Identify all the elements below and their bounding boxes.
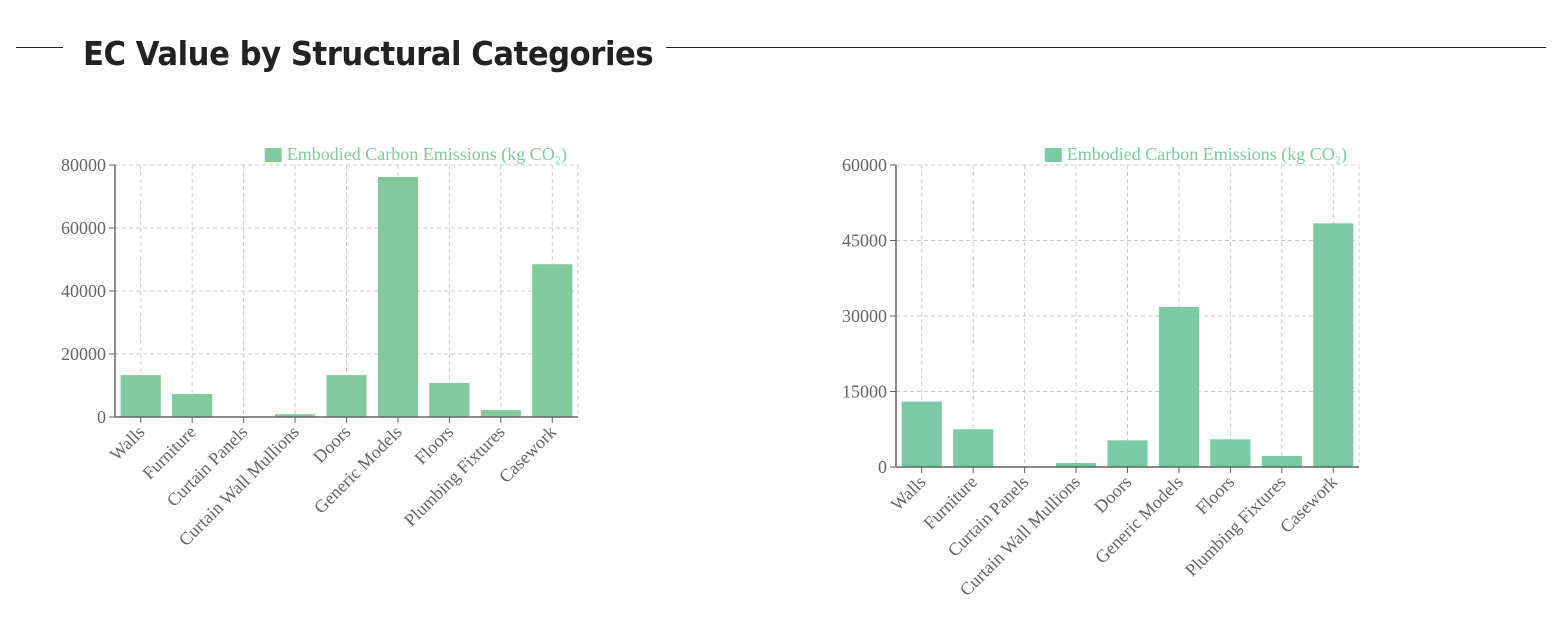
y-tick-label: 20000 <box>61 344 106 364</box>
bar[interactable] <box>1210 439 1251 467</box>
bars <box>901 223 1354 467</box>
x-tick-label: Floors <box>1192 472 1239 519</box>
y-axis: 0 20000 40000 60000 80000 <box>61 155 116 427</box>
bar[interactable] <box>480 410 521 417</box>
bar[interactable] <box>429 382 470 417</box>
x-tick-label: Walls <box>887 472 930 515</box>
y-tick-label: 15000 <box>842 382 887 402</box>
legend-swatch-icon <box>1044 148 1062 162</box>
legend[interactable]: Embodied Carbon Emissions (kg CO₂) <box>264 144 567 165</box>
header-divider-right <box>666 47 1546 48</box>
bars <box>120 176 573 418</box>
bar[interactable] <box>1313 223 1354 467</box>
bar[interactable] <box>1107 440 1148 467</box>
x-tick-label: Casework <box>1276 472 1341 537</box>
bar[interactable] <box>532 264 573 417</box>
legend[interactable]: Embodied Carbon Emissions (kg CO₂) <box>1044 144 1347 165</box>
bar[interactable] <box>1158 306 1200 467</box>
header-divider-left <box>16 47 63 48</box>
page-title: EC Value by Structural Categories <box>83 34 654 73</box>
bar[interactable] <box>274 414 316 417</box>
x-tick-label: Generic Models <box>1091 472 1187 568</box>
y-tick-label: 0 <box>878 457 887 477</box>
y-axis: 0 15000 30000 45000 60000 <box>842 155 897 477</box>
y-tick-label: 60000 <box>61 218 106 238</box>
legend-swatch-icon <box>264 148 282 162</box>
y-tick-label: 80000 <box>61 155 106 175</box>
y-tick-label: 60000 <box>842 155 887 175</box>
y-tick-label: 45000 <box>842 231 887 251</box>
bar[interactable] <box>172 394 213 417</box>
y-tick-label: 40000 <box>61 281 106 301</box>
bar[interactable] <box>901 401 942 467</box>
grid <box>896 164 1360 468</box>
legend-label: Embodied Carbon Emissions (kg CO₂) <box>1067 144 1347 165</box>
section-header: EC Value by Structural Categories <box>0 0 1555 100</box>
x-tick-label: Doors <box>1090 472 1135 517</box>
bar[interactable] <box>326 375 367 417</box>
y-tick-label: 30000 <box>842 306 887 326</box>
y-tick-label: 0 <box>97 407 106 427</box>
bar[interactable] <box>1055 462 1097 467</box>
bar[interactable] <box>120 375 161 417</box>
bar[interactable] <box>1261 455 1302 467</box>
bar[interactable] <box>377 176 419 417</box>
bar[interactable] <box>953 429 994 467</box>
legend-label: Embodied Carbon Emissions (kg CO₂) <box>287 144 567 165</box>
